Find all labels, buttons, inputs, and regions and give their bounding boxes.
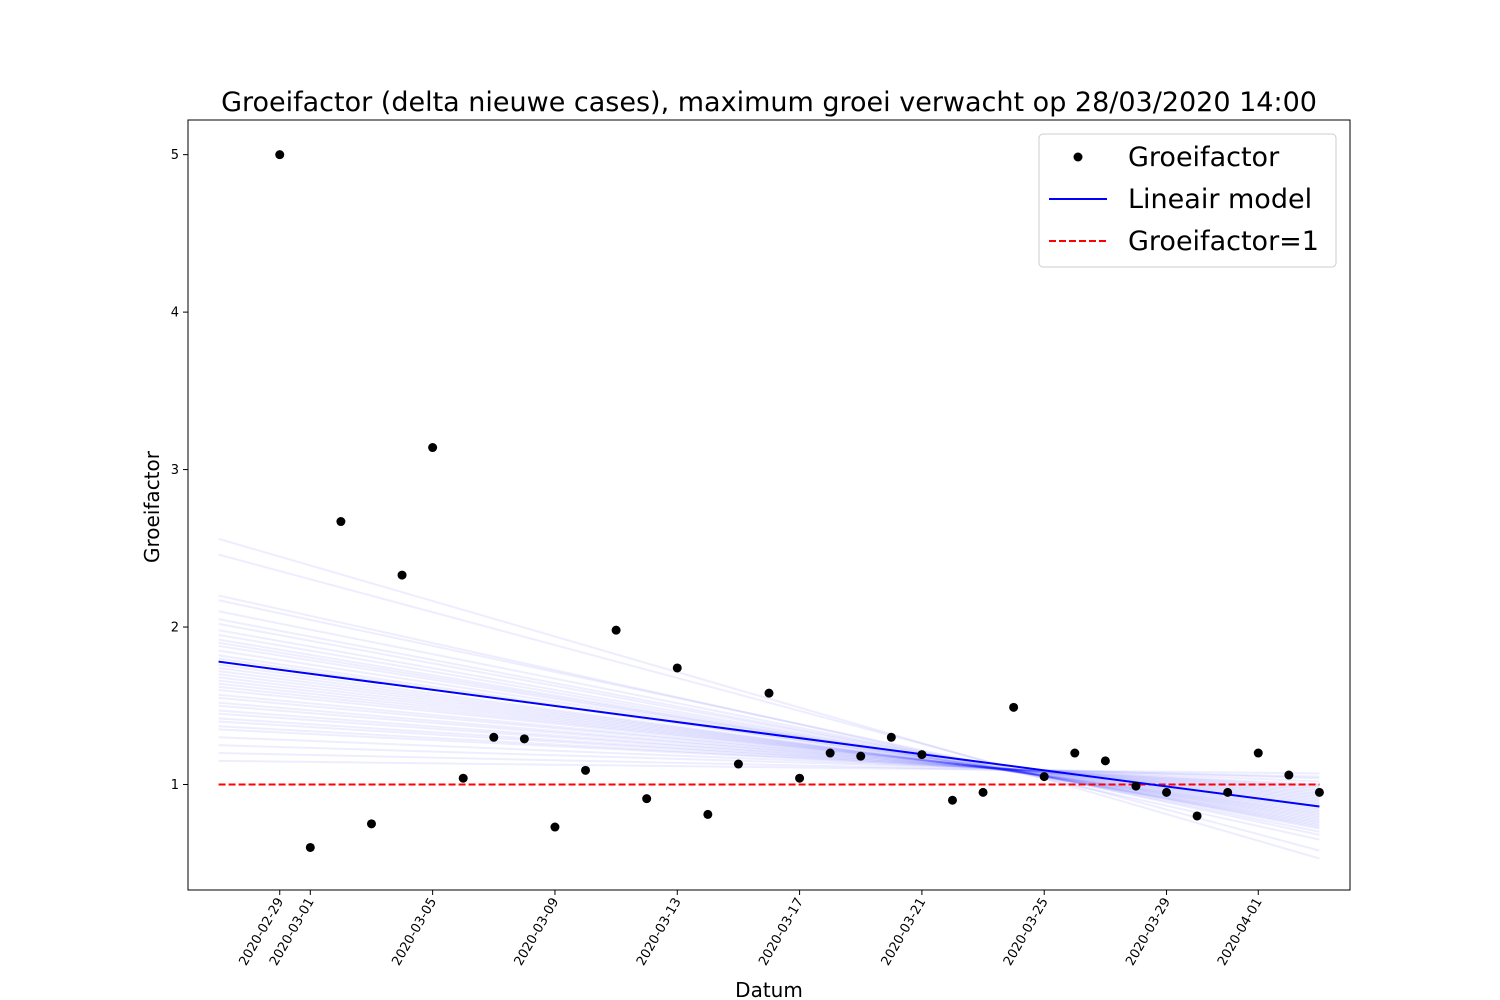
sample-line bbox=[218, 725, 1320, 788]
data-point bbox=[275, 150, 285, 160]
data-point bbox=[581, 765, 591, 775]
legend-label-points: Groeifactor bbox=[1128, 142, 1280, 173]
plot-frame bbox=[187, 119, 1351, 891]
data-point bbox=[672, 663, 682, 673]
data-point bbox=[947, 795, 957, 805]
sample-line bbox=[218, 759, 1320, 775]
sample-line bbox=[218, 709, 1320, 794]
data-point bbox=[642, 794, 652, 804]
sample-line bbox=[218, 744, 1320, 780]
sample-line bbox=[218, 717, 1320, 791]
data-point bbox=[366, 819, 376, 829]
sample-line bbox=[218, 638, 1320, 824]
data-point bbox=[1009, 702, 1019, 712]
sample-line bbox=[218, 553, 1320, 852]
legend-box bbox=[1038, 133, 1337, 268]
y-tick-label: 3 bbox=[171, 463, 179, 478]
data-point bbox=[489, 732, 499, 742]
data-point bbox=[1284, 770, 1294, 780]
legend: Groeifactor Lineair model Groeifactor=1 bbox=[1038, 133, 1337, 268]
y-tick-label: 1 bbox=[171, 778, 179, 793]
x-axis-label: Datum bbox=[735, 978, 803, 1000]
data-point bbox=[305, 842, 315, 852]
sample-line bbox=[218, 641, 1320, 822]
data-point bbox=[550, 822, 560, 832]
data-point bbox=[886, 732, 896, 742]
sample-line bbox=[218, 693, 1320, 800]
data-point bbox=[1192, 811, 1202, 821]
sample-line bbox=[218, 752, 1320, 778]
sample-line bbox=[218, 618, 1320, 830]
sample-line bbox=[218, 594, 1320, 841]
sample-line bbox=[218, 701, 1320, 797]
data-point bbox=[397, 570, 407, 580]
sample-line bbox=[218, 622, 1320, 828]
sample-line bbox=[218, 728, 1320, 786]
data-point bbox=[978, 787, 988, 797]
data-point bbox=[1039, 772, 1049, 782]
sample-line bbox=[218, 720, 1320, 789]
sample-line bbox=[218, 537, 1320, 860]
data-point bbox=[764, 688, 774, 698]
data-point bbox=[917, 750, 927, 760]
legend-marker-points bbox=[1073, 152, 1083, 162]
data-point bbox=[519, 734, 529, 744]
data-point bbox=[1100, 756, 1110, 766]
data-point bbox=[825, 748, 835, 758]
y-axis-label: Groeifactor bbox=[140, 450, 164, 563]
sample-line bbox=[218, 736, 1320, 783]
sample-line bbox=[218, 704, 1320, 795]
plot-area bbox=[218, 150, 1324, 860]
y-axis: 1 2 3 4 5 bbox=[171, 148, 188, 793]
sample-line bbox=[218, 599, 1320, 836]
data-point bbox=[1253, 748, 1263, 758]
data-point bbox=[1162, 787, 1172, 797]
data-point bbox=[795, 773, 805, 783]
data-point bbox=[428, 443, 438, 453]
data-point bbox=[458, 773, 468, 783]
data-point bbox=[611, 625, 621, 635]
sample-line bbox=[218, 629, 1320, 827]
sample-line bbox=[218, 696, 1320, 799]
data-point bbox=[856, 751, 866, 761]
data-point bbox=[1314, 787, 1324, 797]
data-point bbox=[703, 809, 713, 819]
y-tick-label: 5 bbox=[171, 148, 179, 163]
legend-label-model: Lineair model bbox=[1128, 184, 1312, 215]
sample-line bbox=[218, 633, 1320, 825]
data-point bbox=[1070, 748, 1080, 758]
sample-line bbox=[218, 712, 1320, 792]
data-point bbox=[1131, 781, 1141, 791]
chart-title: Groeifactor (delta nieuwe cases), maximu… bbox=[221, 87, 1317, 118]
data-point bbox=[336, 517, 346, 527]
y-tick-label: 4 bbox=[171, 306, 179, 321]
data-point bbox=[1223, 787, 1233, 797]
data-point bbox=[733, 759, 743, 769]
legend-label-reference: Groeifactor=1 bbox=[1128, 226, 1319, 257]
sample-line bbox=[218, 610, 1320, 833]
y-tick-label: 2 bbox=[171, 621, 179, 636]
